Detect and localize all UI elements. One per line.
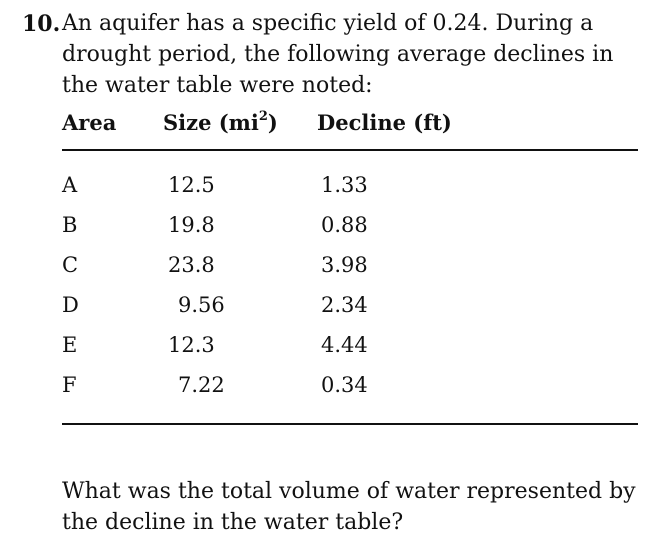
size-cell: 12.3 bbox=[168, 333, 215, 357]
size-header-suffix: ) bbox=[267, 110, 278, 135]
question-text: What was the total volume of water repre… bbox=[62, 479, 636, 535]
decline-cell: 0.34 bbox=[321, 373, 368, 397]
area-cell: B bbox=[62, 213, 78, 237]
table-bottom-rule bbox=[62, 423, 638, 425]
table-header-row: Area Size (mi2) Decline (ft) bbox=[62, 106, 638, 140]
decline-cell: 2.34 bbox=[321, 293, 368, 317]
decline-table: Area Size (mi2) Decline (ft) A 12.5 1.33… bbox=[62, 106, 638, 425]
size-cell: 7.22 bbox=[178, 373, 225, 397]
area-cell: E bbox=[62, 333, 78, 357]
table-row: F 7.22 0.34 bbox=[62, 365, 638, 405]
area-column-header: Area bbox=[62, 110, 117, 135]
decline-cell: 4.44 bbox=[321, 333, 368, 357]
table-top-rule bbox=[62, 149, 638, 151]
table-row: B 19.8 0.88 bbox=[62, 205, 638, 245]
area-cell: F bbox=[62, 373, 77, 397]
table-row: E 12.3 4.44 bbox=[62, 325, 638, 365]
decline-cell: 0.88 bbox=[321, 213, 368, 237]
decline-column-header: Decline (ft) bbox=[317, 110, 452, 135]
problem-number: 10. bbox=[22, 11, 61, 37]
problem-statement: An aquifer has a specific yield of 0.24.… bbox=[62, 11, 614, 98]
size-cell: 19.8 bbox=[168, 213, 215, 237]
table-row: C 23.8 3.98 bbox=[62, 245, 638, 285]
size-header-superscript: 2 bbox=[258, 109, 268, 124]
area-cell: A bbox=[62, 173, 78, 197]
decline-cell: 1.33 bbox=[321, 173, 368, 197]
size-header-prefix: Size (mi bbox=[163, 110, 259, 135]
size-cell: 12.5 bbox=[168, 173, 215, 197]
area-cell: C bbox=[62, 253, 79, 277]
table-row: D 9.56 2.34 bbox=[62, 285, 638, 325]
table-row: A 12.5 1.33 bbox=[62, 165, 638, 205]
size-cell: 23.8 bbox=[168, 253, 215, 277]
size-cell: 9.56 bbox=[178, 293, 225, 317]
decline-cell: 3.98 bbox=[321, 253, 368, 277]
area-cell: D bbox=[62, 293, 79, 317]
size-column-header: Size (mi2) bbox=[163, 106, 278, 140]
